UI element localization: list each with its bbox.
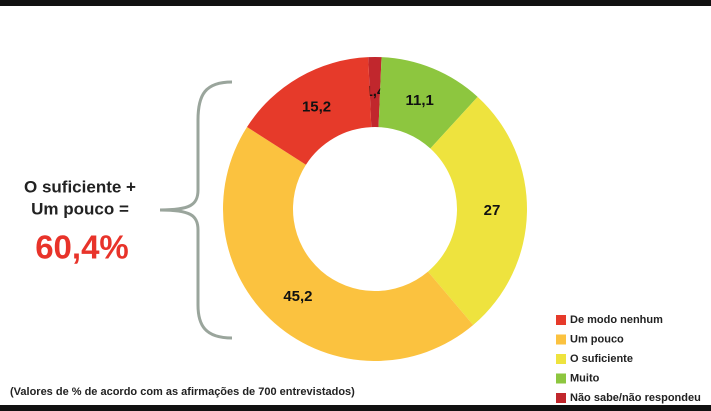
legend-swatch	[556, 393, 566, 403]
legend-label: O suficiente	[570, 353, 633, 365]
donut-slice	[427, 96, 528, 326]
donut-slice	[368, 57, 382, 128]
donut-slice	[223, 127, 474, 361]
legend-swatch	[556, 354, 566, 364]
bottom-bar	[0, 405, 711, 411]
annotation: O suficiente +	[24, 177, 136, 196]
legend-swatch	[556, 315, 566, 325]
legend-label: Um pouco	[570, 333, 624, 345]
note: (Valores de % de acordo com as afirmaçõe…	[10, 386, 355, 398]
data-label: 45,2	[283, 288, 312, 305]
legend-label: Muito	[570, 372, 600, 384]
legend-swatch	[556, 373, 566, 384]
donut-slice	[247, 57, 372, 165]
top-bar	[0, 0, 711, 6]
bracket	[159, 80, 233, 340]
annotation: Um pouco =	[31, 199, 129, 218]
donut-slice	[378, 57, 478, 149]
legend-swatch	[556, 334, 566, 345]
annotation-highlight: 60,4%	[35, 229, 129, 266]
data-label: 27	[484, 202, 501, 219]
legend-label: Não sabe/não respondeu	[570, 392, 701, 404]
data-label: 15,2	[302, 99, 331, 116]
data-label: 11,1	[406, 92, 434, 109]
legend-label: De modo nenhum	[570, 314, 663, 326]
